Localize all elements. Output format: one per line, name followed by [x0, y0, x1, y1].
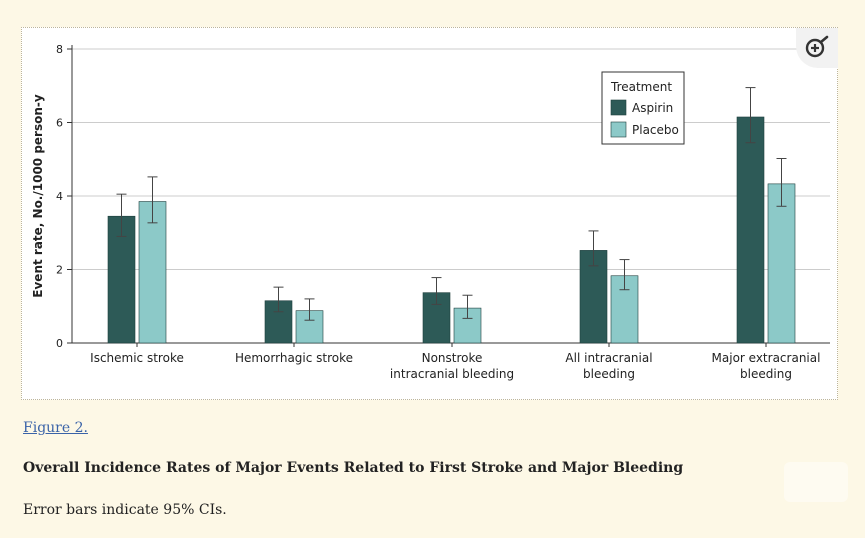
y-tick-label: 8: [56, 43, 63, 56]
figure-title: Overall Incidence Rates of Major Events …: [23, 460, 684, 476]
y-tick-label: 6: [56, 117, 63, 130]
x-tick-label: intracranial bleeding: [390, 367, 514, 381]
legend-label-aspirin: Aspirin: [632, 101, 673, 115]
figure-caption: Error bars indicate 95% CIs.: [23, 502, 227, 518]
x-tick-label: All intracranial: [565, 351, 652, 365]
bar-chart: 0 2 4 6 8 Event rate, No./1000 person-y Ischem…: [31, 43, 830, 381]
x-tick-label: bleeding: [583, 367, 635, 381]
legend-title: Treatment: [610, 80, 672, 94]
watermark-badge: [784, 462, 848, 502]
y-tick-label: 0: [56, 337, 63, 350]
bar-placebo: [138, 201, 167, 344]
y-tick-label: 4: [56, 190, 63, 203]
y-axis-title: Event rate, No./1000 person-y: [31, 94, 45, 298]
bar-aspirin: [736, 116, 765, 344]
figure-link[interactable]: Figure 2.: [23, 420, 88, 436]
x-tick-label: Major extracranial: [712, 351, 821, 365]
bar-aspirin: [107, 215, 136, 344]
legend-swatch-placebo: [610, 121, 627, 138]
figure-frame: 0 2 4 6 8 Event rate, No./1000 person-y Ischem…: [21, 27, 838, 400]
zoom-button[interactable]: [796, 28, 838, 68]
x-tick-label: bleeding: [740, 367, 792, 381]
x-tick-label: Ischemic stroke: [90, 351, 184, 365]
legend-swatch-aspirin: [610, 99, 627, 116]
x-tick-label: Nonstroke: [422, 351, 483, 365]
y-tick-label: 2: [56, 264, 63, 277]
zoom-in-icon: [805, 35, 829, 58]
bar-aspirin: [579, 250, 608, 344]
legend-label-placebo: Placebo: [632, 123, 679, 137]
x-tick-label: Hemorrhagic stroke: [235, 351, 353, 365]
bar-placebo: [767, 183, 796, 344]
